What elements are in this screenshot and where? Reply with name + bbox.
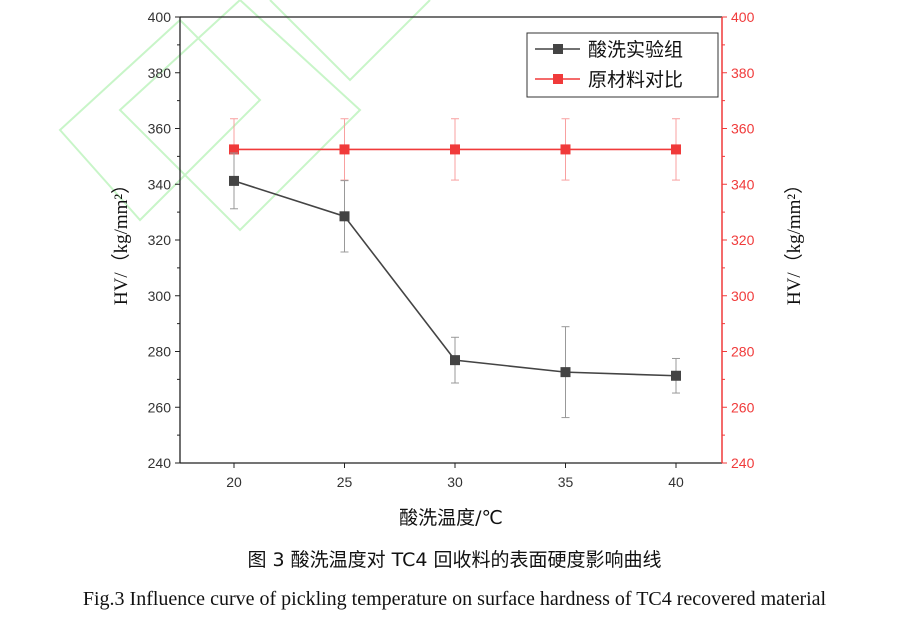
y-axis-label-right: HV/（kg/mm²） — [783, 175, 805, 305]
legend-marker — [553, 74, 563, 84]
x-tick-label: 35 — [558, 474, 574, 490]
x-tick-label: 40 — [668, 474, 684, 490]
data-point — [671, 370, 681, 381]
data-point — [671, 144, 681, 155]
hardness-chart: 240 240 260 260 280 280 300 300 320 320 340 340 360 3… — [58, 0, 805, 529]
x-axis-label: 酸洗温度/℃ — [399, 507, 503, 529]
y-tick-label-right: 380 — [731, 65, 755, 81]
legend-box — [526, 32, 719, 98]
y-tick-label-right: 340 — [731, 176, 755, 192]
y-tick-label-left: 320 — [148, 232, 172, 248]
data-point — [450, 144, 460, 155]
data-point — [560, 367, 571, 378]
y-tick-label-right: 300 — [731, 288, 755, 304]
y-tick-label-left: 280 — [148, 344, 172, 360]
y-tick-label-left: 340 — [148, 176, 172, 192]
legend-marker — [553, 44, 563, 54]
data-point — [339, 144, 350, 155]
y-tick-label-left: 300 — [148, 288, 172, 304]
legend-label: 酸洗实验组 — [588, 39, 683, 61]
y-tick-label-left: 260 — [148, 399, 172, 415]
y-tick-label-left: 240 — [148, 455, 172, 471]
x-tick-label: 25 — [337, 474, 353, 490]
y-tick-label-right: 320 — [731, 232, 755, 248]
data-point — [229, 175, 239, 186]
legend-label: 原材料对比 — [588, 69, 683, 91]
watermark — [58, 0, 431, 232]
figure-caption-english: Fig.3 Influence curve of pickling temper… — [82, 588, 827, 610]
figure-caption-chinese: 图 3 酸洗温度对 TC4 回收料的表面硬度影响曲线 — [247, 549, 662, 571]
x-tick-label: 30 — [447, 474, 463, 490]
y-tick-label-right: 400 — [731, 9, 755, 25]
y-axis-label-left: HV/（kg/mm²） — [110, 175, 132, 305]
data-point — [560, 144, 571, 155]
data-point — [229, 144, 239, 155]
y-tick-label-left: 360 — [148, 121, 172, 137]
y-tick-label-left: 380 — [148, 65, 172, 81]
data-point — [450, 355, 460, 366]
y-tick-label-right: 240 — [731, 455, 755, 471]
x-tick-label: 20 — [226, 474, 242, 490]
data-point — [339, 211, 350, 222]
y-tick-label-left: 400 — [148, 9, 172, 25]
y-tick-label-right: 260 — [731, 399, 755, 415]
y-tick-label-right: 280 — [731, 344, 755, 360]
y-tick-label-right: 360 — [731, 121, 755, 137]
